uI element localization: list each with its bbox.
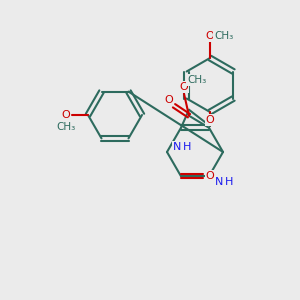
Text: H: H <box>183 142 191 152</box>
Text: O: O <box>206 171 214 181</box>
Text: O: O <box>206 31 214 41</box>
Text: CH₃: CH₃ <box>56 122 76 132</box>
Text: N: N <box>173 142 181 152</box>
Text: O: O <box>206 115 214 125</box>
Text: O: O <box>61 110 70 120</box>
Text: H: H <box>225 177 233 187</box>
Text: O: O <box>165 95 173 105</box>
Text: CH₃: CH₃ <box>214 31 234 41</box>
Text: CH₃: CH₃ <box>188 75 207 85</box>
Text: N: N <box>215 177 223 187</box>
Text: O: O <box>180 82 188 92</box>
